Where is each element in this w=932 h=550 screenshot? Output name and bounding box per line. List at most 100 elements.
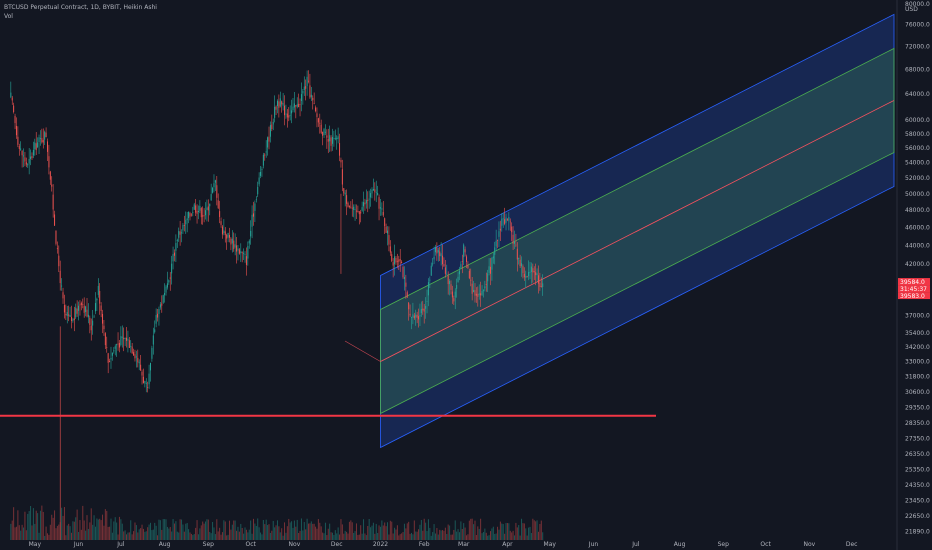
candle-body [197,210,199,213]
volume-bar [364,533,366,540]
candle-body [109,361,111,363]
candle-body [182,224,184,231]
candle-body [447,275,449,285]
volume-bar [330,532,332,540]
candle-body [385,226,387,233]
volume-bar [69,526,71,540]
volume-bar [210,533,212,540]
volume-bar [276,520,278,540]
volume-bar [406,523,408,540]
volume-bar [155,525,157,540]
volume-bar [410,532,412,540]
candle-body [158,308,160,314]
volume-bar [403,523,405,540]
candle-body [430,265,432,276]
volume-bar [234,520,236,540]
volume-bar [279,532,281,540]
y-tick-label: 56000.0 [905,145,930,152]
candle-body [382,212,384,216]
volume-bar [134,522,136,540]
candle-body [427,282,429,296]
candle-body [451,291,453,298]
candle-body [350,206,352,208]
volume-bar [14,527,16,540]
candle-body [402,266,404,278]
volume-bar [432,532,434,540]
volume-bar [149,522,151,540]
volume-bar [535,521,537,540]
y-tick-label: 28350.0 [905,420,930,427]
volume-bar [227,534,229,540]
volume-bar [58,524,60,540]
candle-body [528,272,530,277]
candle-body [271,124,273,129]
volume-bar [518,525,520,540]
candle-body [244,254,246,255]
volume-bar [107,526,109,540]
candle-body [73,318,75,321]
y-tick-label: 44000.0 [905,242,930,249]
volume-bar [487,535,489,540]
volume-bar [186,523,188,540]
candle-body [464,249,466,253]
volume-bar [436,528,438,540]
candle-body [251,214,253,227]
volume-bar [154,522,156,540]
x-tick-label: Dec [846,541,858,548]
volume-bar [398,535,400,540]
volume-bar [260,532,262,540]
volume-bar [418,529,420,540]
volume-bar [466,535,468,540]
volume-bar [467,534,469,540]
candle-body [20,148,22,150]
candle-body [231,238,233,244]
volume-bar [121,523,123,540]
volume-bar [399,534,401,540]
candle-body [433,256,435,260]
candle-body [330,137,332,146]
candle-body [66,312,68,316]
volume-bar [38,532,40,540]
volume-bar [190,533,192,540]
volume-bar [329,523,331,540]
candle-body [378,197,380,209]
volume-bar [458,532,460,540]
volume-bar [196,520,198,540]
volume-bar [521,518,523,540]
volume-bar [116,522,118,540]
candle-body [282,102,284,106]
candle-body [137,357,139,363]
candle-body [439,251,441,257]
candle-body [92,320,94,326]
candle-body [286,113,288,118]
candle-body [494,247,496,255]
candle-body [319,122,321,124]
volume-bar [87,528,89,540]
volume-bar [117,534,119,540]
volume-bar [504,533,506,540]
candle-body [131,346,133,354]
candle-body [159,304,161,308]
candle-body [295,105,297,107]
candle-body [324,131,326,133]
volume-bar [347,533,349,540]
volume-bar [206,519,208,540]
candle-body [420,308,422,314]
x-tick-label: Sep [203,541,215,548]
candle-body [365,199,367,204]
candle-body [344,192,346,195]
candle-body [358,211,360,215]
volume-bar [299,530,301,540]
volume-bar [377,533,379,540]
candle-body [206,207,208,210]
candle-body [199,205,201,211]
volume-bar [440,530,442,540]
volume-bar [300,518,302,540]
candle-body [183,225,185,226]
x-tick-label: Nov [289,541,301,548]
candle-body [399,258,401,261]
candle-body [471,283,473,294]
candle-body [484,286,486,289]
